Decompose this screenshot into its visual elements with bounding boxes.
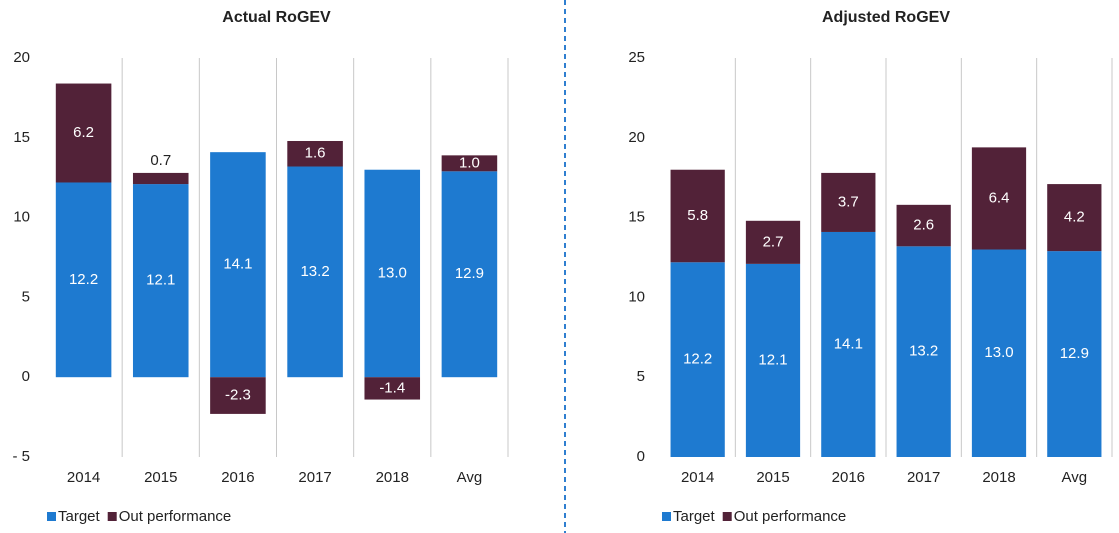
y-tick-label: 0 bbox=[637, 448, 645, 465]
value-label: 2.6 bbox=[913, 217, 934, 234]
legend-swatch bbox=[722, 512, 732, 521]
x-tick-label: 2017 bbox=[907, 469, 940, 486]
bar-segment bbox=[55, 182, 112, 378]
x-tick-label: 2014 bbox=[67, 469, 100, 486]
value-label: 13.0 bbox=[984, 344, 1013, 361]
x-tick-label: 2018 bbox=[376, 469, 409, 486]
value-label: 2.7 bbox=[763, 233, 784, 250]
x-tick-label: 2017 bbox=[298, 469, 331, 486]
x-tick-label: 2018 bbox=[982, 469, 1015, 486]
bar-segment bbox=[55, 83, 112, 183]
bar-segment bbox=[364, 377, 421, 400]
value-label: 6.4 bbox=[989, 189, 1010, 206]
x-tick-label: 2016 bbox=[832, 469, 865, 486]
value-label: 12.9 bbox=[455, 265, 484, 282]
y-tick-label: 10 bbox=[628, 288, 645, 305]
y-tick-label: 20 bbox=[628, 129, 645, 146]
x-tick-label: 2014 bbox=[681, 469, 714, 486]
legend-label: Target bbox=[58, 508, 101, 525]
y-tick-label: 20 bbox=[13, 49, 30, 66]
bar-segment bbox=[745, 220, 801, 264]
y-tick-label: 15 bbox=[13, 129, 30, 146]
value-label: 5.8 bbox=[687, 207, 708, 224]
bar-segment bbox=[670, 262, 725, 457]
value-label: 1.6 bbox=[305, 145, 326, 162]
value-label: 1.0 bbox=[459, 154, 480, 171]
y-tick-label: 25 bbox=[628, 49, 645, 66]
value-label: -2.3 bbox=[225, 387, 251, 404]
legend-label: Out performance bbox=[734, 508, 847, 525]
bar-segment bbox=[210, 152, 266, 378]
bar-segment bbox=[670, 169, 725, 263]
legend-swatch bbox=[47, 512, 56, 521]
value-label: 0.7 bbox=[150, 152, 171, 169]
bar-segment bbox=[821, 172, 876, 232]
value-label: 12.1 bbox=[758, 351, 787, 368]
bar-segment bbox=[896, 204, 951, 247]
bar-segment bbox=[132, 184, 189, 378]
x-tick-label: 2016 bbox=[221, 469, 254, 486]
bar-segment bbox=[821, 231, 876, 457]
y-tick-label: 0 bbox=[22, 368, 30, 385]
value-label: 13.0 bbox=[378, 264, 407, 281]
bar-segment bbox=[971, 147, 1027, 250]
value-label: 14.1 bbox=[834, 335, 863, 352]
legend-label: Out performance bbox=[119, 508, 232, 525]
value-label: 6.2 bbox=[73, 124, 94, 141]
bar-segment bbox=[364, 169, 421, 378]
bar-segment bbox=[287, 166, 343, 378]
y-tick-label: 15 bbox=[628, 209, 645, 226]
y-tick-label: 5 bbox=[22, 288, 30, 305]
value-label: 12.9 bbox=[1060, 345, 1089, 362]
chart-title: Actual RoGEV bbox=[222, 9, 331, 26]
bar-segment bbox=[287, 140, 343, 167]
chart-title: Adjusted RoGEV bbox=[822, 9, 950, 26]
value-label: 3.7 bbox=[838, 193, 859, 210]
legend-label: Target bbox=[673, 508, 716, 525]
value-label: 12.1 bbox=[146, 272, 175, 289]
bar-segment bbox=[1047, 251, 1102, 457]
bar-segment bbox=[441, 171, 498, 378]
bar-segment bbox=[441, 155, 498, 172]
legend-swatch bbox=[662, 512, 671, 521]
value-label: 12.2 bbox=[69, 271, 98, 288]
legend-swatch bbox=[107, 512, 117, 521]
x-tick-label: 2015 bbox=[144, 469, 177, 486]
value-label: 13.2 bbox=[909, 343, 938, 360]
bar-segment bbox=[132, 172, 189, 185]
y-tick-label: 10 bbox=[13, 209, 30, 226]
bar-segment bbox=[210, 377, 266, 414]
value-label: 12.2 bbox=[683, 351, 712, 368]
bar-segment bbox=[1047, 184, 1102, 252]
bar-segment bbox=[896, 246, 951, 457]
bar-segment bbox=[971, 249, 1027, 457]
value-label: -1.4 bbox=[379, 379, 405, 396]
x-tick-label: 2015 bbox=[756, 469, 789, 486]
value-label: 14.1 bbox=[223, 256, 252, 273]
y-tick-label: - 5 bbox=[12, 448, 30, 465]
x-tick-label: Avg bbox=[1062, 469, 1088, 486]
y-tick-label: 5 bbox=[637, 368, 645, 385]
value-label: 4.2 bbox=[1064, 209, 1085, 226]
value-label: 13.2 bbox=[300, 263, 329, 280]
x-tick-label: Avg bbox=[457, 469, 483, 486]
bar-segment bbox=[745, 263, 801, 457]
